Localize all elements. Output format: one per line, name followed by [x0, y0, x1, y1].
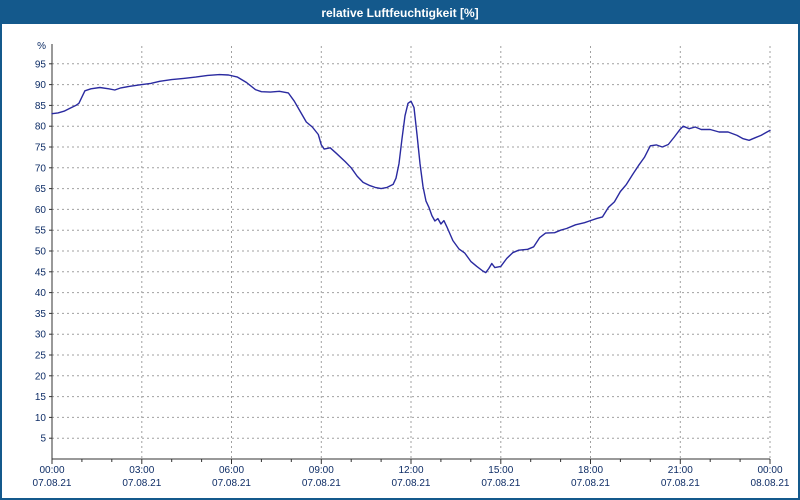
x-tick-time-label: 00:00: [39, 465, 64, 476]
y-tick-label: 70: [35, 163, 47, 174]
y-tick-label: 35: [35, 309, 47, 320]
x-tick-date-label: 07.08.21: [661, 478, 700, 489]
y-tick-label: 25: [35, 351, 47, 362]
y-tick-label: 95: [35, 59, 47, 70]
y-tick-label: 75: [35, 143, 47, 154]
x-tick-time-label: 09:00: [309, 465, 334, 476]
x-tick-time-label: 18:00: [578, 465, 603, 476]
x-tick-time-label: 15:00: [488, 465, 513, 476]
y-tick-label: 30: [35, 330, 47, 341]
y-tick-label: 60: [35, 205, 47, 216]
y-tick-label: 50: [35, 247, 47, 258]
y-tick-label: 65: [35, 184, 47, 195]
humidity-line: [51, 73, 771, 274]
x-tick-date-label: 07.08.21: [302, 478, 341, 489]
y-tick-label: 10: [35, 413, 47, 424]
y-tick-label: 55: [35, 226, 47, 237]
x-tick-date-label: 07.08.21: [392, 478, 431, 489]
y-tick-label: 85: [35, 101, 47, 112]
chart-title: relative Luftfeuchtigkeit [%]: [321, 6, 479, 20]
x-tick-date-label: 07.08.21: [571, 478, 610, 489]
x-tick-date-label: 07.08.21: [481, 478, 520, 489]
y-tick-label: 40: [35, 288, 47, 299]
y-tick-label: 20: [35, 371, 47, 382]
x-tick-date-label: 07.08.21: [212, 478, 251, 489]
y-tick-label: 15: [35, 392, 47, 403]
y-tick-label: 80: [35, 122, 47, 133]
x-tick-date-label: 07.08.21: [122, 478, 161, 489]
y-tick-label: 45: [35, 267, 47, 278]
y-tick-label: 90: [35, 80, 47, 91]
y-axis-unit-label: %: [37, 41, 46, 52]
x-tick-time-label: 12:00: [398, 465, 423, 476]
chart-area: 5 10 15 20 25 30 35 40 45 50 55 60 65 70 75 80 85 90 95% 00…: [2, 24, 798, 498]
x-tick-date-label: 07.08.21: [33, 478, 72, 489]
x-tick-date-label: 08.08.21: [751, 478, 790, 489]
y-tick-label: 5: [40, 434, 46, 445]
x-tick-time-label: 06:00: [219, 465, 244, 476]
humidity-chart: 5 10 15 20 25 30 35 40 45 50 55 60 65 70 75 80 85 90 95% 00…: [33, 41, 790, 489]
x-tick-time-label: 03:00: [129, 465, 154, 476]
x-tick-time-label: 21:00: [668, 465, 693, 476]
x-tick-time-label: 00:00: [757, 465, 782, 476]
window-title-bar: relative Luftfeuchtigkeit [%]: [2, 2, 798, 24]
